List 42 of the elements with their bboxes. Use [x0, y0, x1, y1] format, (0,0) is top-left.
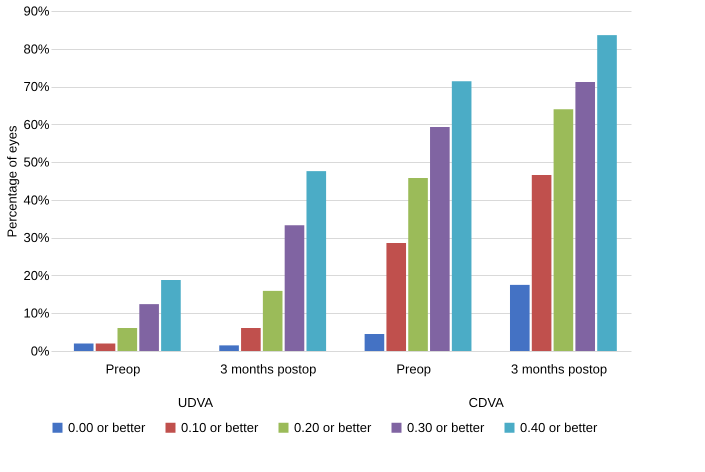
legend-label: 0.10 or better — [181, 420, 259, 435]
y-tick-label: 0% — [30, 344, 50, 358]
bar — [284, 225, 304, 351]
bar — [118, 328, 138, 351]
bar — [306, 171, 326, 351]
x-tick-label: 3 months postop — [220, 362, 316, 376]
bar — [575, 82, 596, 351]
x-tick-label: 3 months postop — [510, 362, 608, 376]
y-tick-label: 30% — [23, 230, 50, 246]
y-tick-label: 10% — [23, 306, 50, 321]
x-tick-label: Preop — [396, 362, 432, 376]
y-tick-label: 60% — [23, 116, 50, 132]
y-tick-label: 20% — [23, 268, 50, 283]
bar — [554, 109, 574, 351]
bar — [219, 345, 239, 351]
bar — [96, 343, 116, 351]
y-tick-label: 80% — [23, 41, 50, 56]
bar — [452, 81, 472, 351]
bar — [430, 126, 450, 351]
legend-label: 0.20 or better — [294, 420, 372, 435]
x-tick-label: Preop — [106, 362, 140, 376]
bar — [139, 304, 159, 351]
text: UDVA — [178, 395, 214, 410]
text: CDVA — [468, 395, 504, 410]
y-tick-label: 70% — [23, 79, 50, 94]
bar — [532, 174, 552, 351]
bar — [241, 328, 261, 351]
bar — [386, 242, 406, 351]
bar — [597, 35, 617, 351]
y-tick-label: 50% — [23, 154, 50, 170]
legend-label: 0.00 or better — [68, 420, 146, 435]
bar — [364, 334, 384, 351]
bar — [161, 280, 181, 351]
legend-label: 0.30 or better — [407, 420, 485, 435]
y-axis-title: Percentage of eyes — [4, 125, 20, 238]
legend-label: 0.40 or better — [520, 420, 598, 435]
y-tick-label: 90% — [23, 4, 50, 18]
bar — [510, 284, 530, 351]
bar — [408, 178, 428, 351]
y-tick-label: 40% — [23, 192, 50, 208]
bar — [262, 290, 282, 351]
bar — [74, 343, 94, 351]
